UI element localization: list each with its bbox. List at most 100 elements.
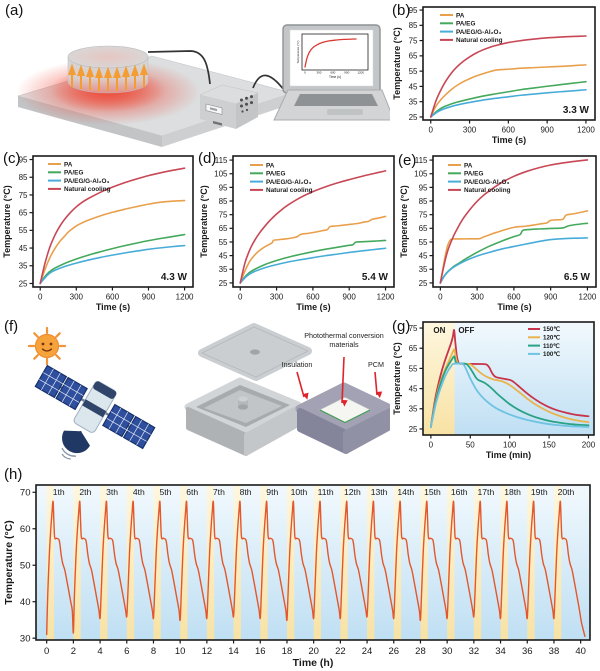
- svg-text:45: 45: [409, 384, 418, 393]
- annotation-arrows: [296, 356, 383, 407]
- svg-text:85: 85: [409, 21, 418, 30]
- panel-label-c: (c): [3, 150, 21, 167]
- svg-text:65: 65: [19, 209, 28, 218]
- chart-cycling: 0 2 4 6 8 10 12 14 16 18 20 22 24 26 28 30 32 34 36 38 40304…: [3, 484, 591, 669]
- svg-text:18: 18: [282, 646, 293, 657]
- svg-text:Time (s): Time (s): [497, 302, 531, 312]
- chart-6-5w: 0 300 600 900 1200 25 35 45 55 65 75 85 95 105 115 Time…: [399, 155, 597, 312]
- svg-text:1200: 1200: [357, 71, 364, 75]
- panel-label-a: (a): [5, 2, 24, 19]
- svg-text:Time (min): Time (min): [486, 450, 531, 460]
- panel-label-d: (d): [198, 150, 217, 167]
- svg-text:PA/EG: PA/EG: [456, 21, 475, 28]
- svg-text:115: 115: [215, 156, 228, 165]
- svg-text:900: 900: [344, 71, 349, 75]
- svg-text:150℃: 150℃: [543, 326, 560, 333]
- svg-text:35: 35: [409, 98, 418, 107]
- module-schematic: [27, 323, 395, 460]
- svg-text:Temperature (°C): Temperature (°C): [2, 185, 12, 257]
- svg-text:30: 30: [442, 646, 453, 657]
- svg-text:26: 26: [388, 646, 399, 657]
- svg-text:PA/EG: PA/EG: [464, 171, 483, 178]
- svg-text:75: 75: [409, 36, 418, 45]
- svg-text:70: 70: [20, 488, 31, 499]
- svg-text:300: 300: [316, 71, 321, 75]
- svg-text:25: 25: [419, 279, 428, 288]
- svg-text:1200: 1200: [577, 126, 595, 135]
- photothermal-label: Photothermal conversion materials: [304, 331, 384, 349]
- svg-text:55: 55: [409, 364, 418, 373]
- svg-text:35: 35: [219, 265, 228, 274]
- svg-text:75: 75: [419, 211, 428, 220]
- chart-on-off: 0 50 100 150 200 25 35 45 55 65 75 Time (min) Temper…: [392, 321, 596, 460]
- svg-text:14th: 14th: [397, 487, 414, 497]
- assembled-module-icon: [295, 382, 395, 454]
- svg-text:1200: 1200: [579, 293, 597, 302]
- svg-text:75: 75: [409, 324, 418, 333]
- chart-3-3w: 0 300 600 900 1200 25 35 45 55 65 75 85 95 Time (s) Te…: [392, 6, 596, 145]
- svg-text:12th: 12th: [344, 487, 361, 497]
- svg-text:600: 600: [306, 293, 320, 302]
- svg-text:45: 45: [19, 244, 28, 253]
- svg-text:110℃: 110℃: [543, 343, 560, 350]
- svg-text:35: 35: [409, 405, 418, 414]
- svg-text:Natural cooling: Natural cooling: [464, 187, 511, 194]
- svg-text:900: 900: [544, 293, 558, 302]
- svg-text:9th: 9th: [266, 487, 278, 497]
- svg-text:300: 300: [270, 293, 284, 302]
- svg-text:Temperature (°C): Temperature (°C): [392, 342, 402, 414]
- svg-text:Natural cooling: Natural cooling: [266, 187, 313, 194]
- svg-text:40: 40: [20, 597, 31, 608]
- panel-b-chart: 0 300 600 900 1200 25 35 45 55 65 75 85 95 Time (s) Te…: [390, 0, 600, 148]
- svg-text:Time (s): Time (s): [492, 135, 526, 145]
- svg-text:4.3 W: 4.3 W: [161, 272, 188, 283]
- svg-text:300: 300: [470, 293, 484, 302]
- panel-e-chart: 0 300 600 900 1200 25 35 45 55 65 75 85 95 105 115 Time…: [398, 148, 600, 315]
- svg-text:36: 36: [522, 646, 533, 657]
- svg-text:200: 200: [582, 441, 596, 450]
- svg-text:13th: 13th: [371, 487, 388, 497]
- svg-text:Time (s): Time (s): [296, 302, 330, 312]
- svg-text:0: 0: [38, 293, 43, 302]
- svg-text:7th: 7th: [213, 487, 225, 497]
- svg-text:12: 12: [202, 646, 213, 657]
- svg-text:Natural cooling: Natural cooling: [64, 186, 111, 193]
- panel-label-b: (b): [392, 2, 411, 19]
- panel-h-chart: 0 2 4 6 8 10 12 14 16 18 20 22 24 26 28 30 32 34 36 38 40 30 4…: [0, 463, 600, 671]
- sample-disc-icon: [67, 45, 149, 94]
- setup-schematic: 0 300 600 900 1200 Time (s) Temperature (°C): [16, 24, 395, 147]
- svg-text:95: 95: [409, 6, 418, 15]
- svg-text:0: 0: [44, 646, 49, 657]
- svg-text:0: 0: [304, 71, 306, 75]
- panel-label-e: (e): [398, 152, 417, 169]
- svg-text:35: 35: [19, 262, 28, 271]
- svg-text:900: 900: [343, 293, 357, 302]
- svg-text:105: 105: [414, 170, 428, 179]
- svg-text:0: 0: [238, 293, 243, 302]
- svg-text:2th: 2th: [79, 487, 91, 497]
- svg-text:105: 105: [214, 170, 228, 179]
- svg-text:45: 45: [219, 251, 228, 260]
- svg-text:PA: PA: [456, 12, 465, 19]
- svg-text:Time (s): Time (s): [96, 302, 130, 312]
- svg-text:22: 22: [335, 646, 346, 657]
- panel-f-module: Insulation Photothermal conversion mater…: [0, 315, 395, 463]
- svg-text:65: 65: [219, 224, 228, 233]
- svg-text:600: 600: [330, 71, 335, 75]
- svg-text:4: 4: [97, 646, 102, 657]
- laptop-icon: 0 300 600 900 1200 Time (s) Temperature (°C): [273, 24, 395, 121]
- svg-text:PA: PA: [464, 162, 473, 169]
- svg-text:24: 24: [362, 646, 373, 657]
- svg-text:25: 25: [19, 279, 28, 288]
- chart-5-4w: 0 300 600 900 1200 25 35 45 55 65 75 85 95 105 115 Time…: [199, 155, 395, 312]
- insulation-box-icon: [184, 377, 302, 456]
- svg-text:PA/EG/G-Al₂O₃: PA/EG/G-Al₂O₃: [464, 179, 509, 186]
- svg-text:95: 95: [219, 183, 228, 192]
- svg-text:55: 55: [409, 67, 418, 76]
- svg-text:300: 300: [70, 293, 84, 302]
- svg-text:Temperature (°C): Temperature (°C): [199, 185, 209, 257]
- svg-text:1200: 1200: [176, 293, 194, 302]
- svg-text:50: 50: [20, 561, 31, 572]
- svg-text:600: 600: [502, 126, 516, 135]
- svg-text:Temperature (°C): Temperature (°C): [3, 520, 15, 605]
